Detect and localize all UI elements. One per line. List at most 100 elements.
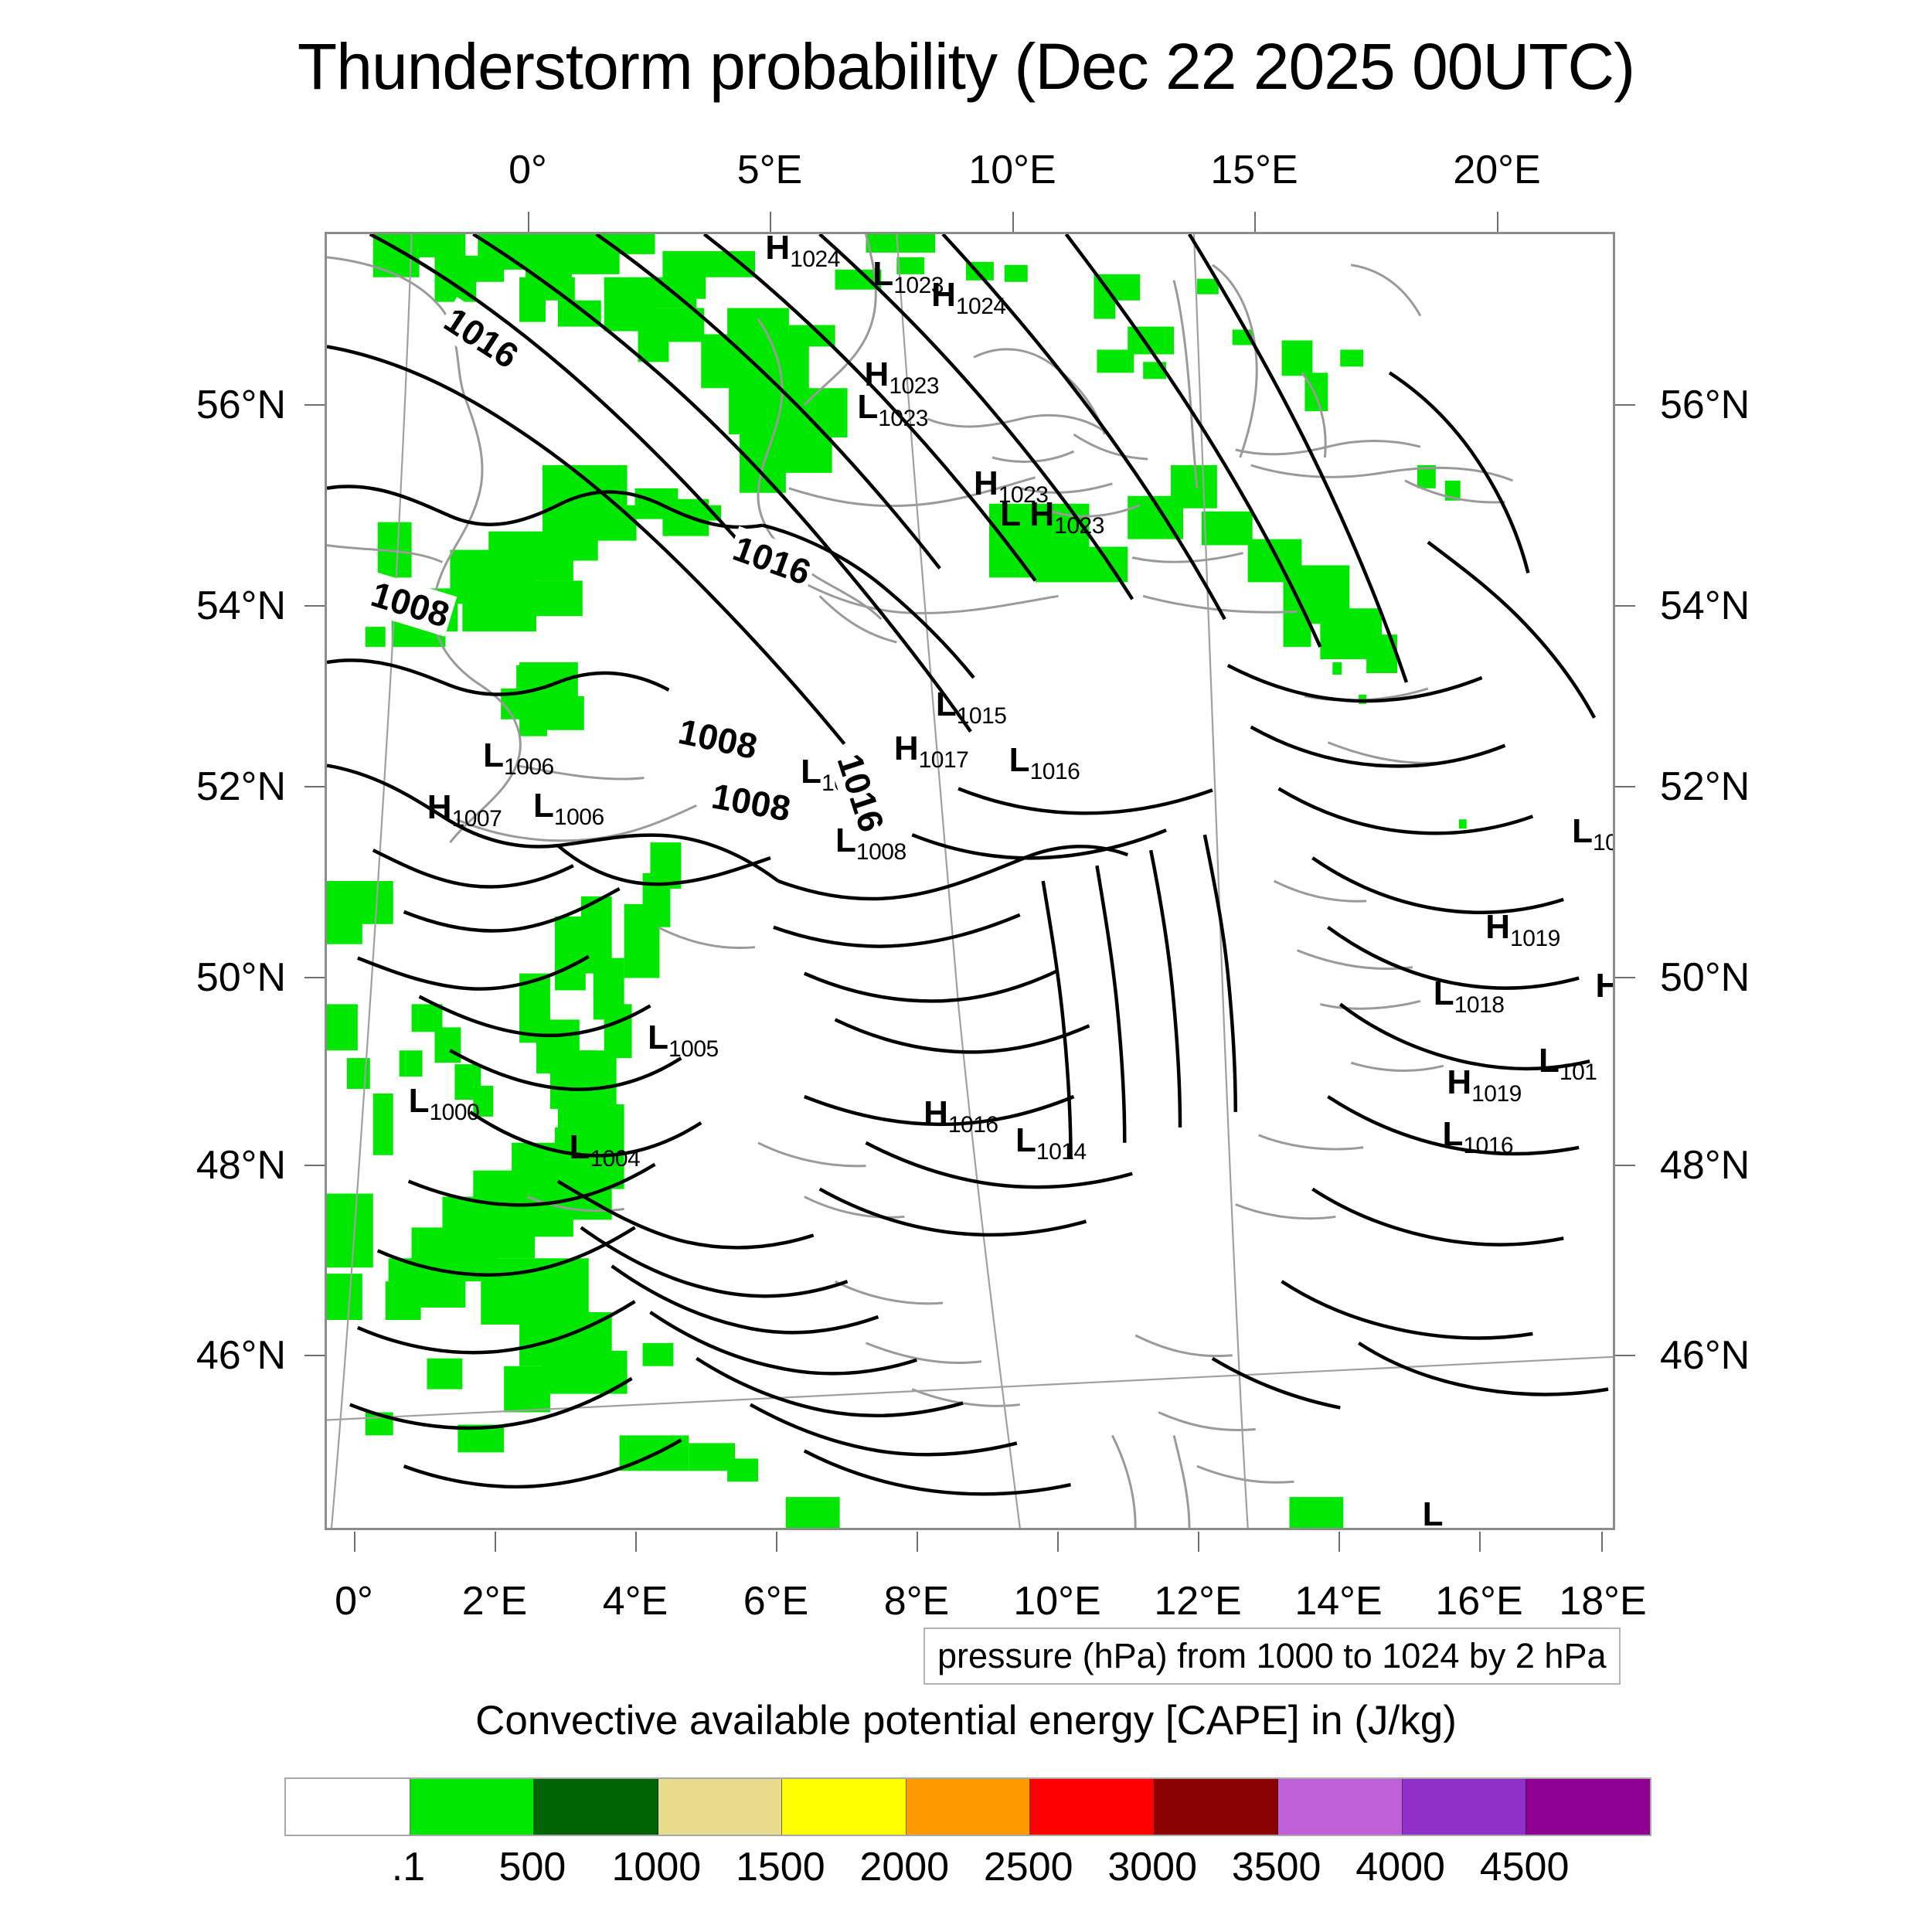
axis-label-right: 54°N [1660, 583, 1750, 628]
map-canvas [327, 234, 1613, 1528]
pressure-centre: L10 [1572, 812, 1613, 856]
colorbar-cell-6[interactable] [1030, 1779, 1155, 1835]
colorbar-tick-label: 2500 [983, 1845, 1073, 1889]
colorbar-cell-5[interactable] [906, 1779, 1031, 1835]
pressure-centre: H1017 [893, 730, 969, 774]
colorbar-tick-label: 500 [498, 1845, 566, 1889]
pressure-centre: H1016 [923, 1094, 998, 1138]
axis-label-right: 48°N [1660, 1143, 1750, 1188]
pressure-centre: H1024 [931, 275, 1006, 319]
colorbar-tick-label: 4500 [1479, 1845, 1570, 1889]
colorbar-cell-7[interactable] [1154, 1779, 1279, 1835]
axis-tick-left [304, 404, 325, 406]
colorbar-tick-label: 2000 [859, 1845, 950, 1889]
axis-tick-top [1497, 212, 1498, 232]
axis-label-right: 46°N [1660, 1333, 1750, 1378]
colorbar-cell-4[interactable] [782, 1779, 906, 1835]
axis-label-right: 56°N [1660, 383, 1750, 427]
pressure-centre: H [1595, 968, 1613, 1003]
pressure-centre: L1023 [857, 388, 928, 432]
axis-label-left: 46°N [196, 1333, 286, 1378]
axis-label-right: 50°N [1660, 955, 1750, 1000]
axis-label-bottom: 10°E [1013, 1579, 1101, 1624]
axis-tick-bottom [635, 1532, 637, 1552]
pressure-centre: L [1422, 1495, 1444, 1530]
axis-tick-left [304, 605, 325, 607]
pressure-centre: L1016 [1009, 741, 1080, 785]
axis-label-left: 48°N [196, 1143, 286, 1188]
axis-tick-bottom [917, 1532, 918, 1552]
axis-tick-left [304, 1165, 325, 1166]
axis-tick-right [1615, 404, 1635, 406]
pressure-centre: L H1023 [1000, 495, 1104, 539]
pressure-centre: L1006 [533, 786, 604, 830]
axis-tick-right [1615, 977, 1635, 978]
axis-tick-top [1254, 212, 1256, 232]
colorbar-cell-1[interactable] [410, 1779, 535, 1835]
colorbar-tick-label: 1500 [735, 1845, 825, 1889]
pressure-centre: L1006 [483, 736, 554, 780]
colorbar-cell-10[interactable] [1526, 1779, 1651, 1835]
axis-tick-right [1615, 1355, 1635, 1356]
pressure-legend-box: pressure (hPa) from 1000 to 1024 by 2 hP… [923, 1628, 1621, 1685]
axis-tick-bottom [1057, 1532, 1059, 1552]
pressure-centre: L1014 [1015, 1121, 1087, 1165]
axis-label-left: 54°N [196, 583, 286, 628]
axis-tick-top [770, 212, 771, 232]
colorbar-tick-label: .1 [391, 1845, 426, 1889]
cape-colorbar-labels: .1 500 1000 1500 2000 2500 3000 3500 4000 4500 [284, 1844, 1648, 1898]
axis-label-bottom: 4°E [602, 1579, 668, 1624]
colorbar-tick-label: 1000 [611, 1845, 702, 1889]
colorbar-tick-label: 3500 [1231, 1845, 1321, 1889]
pressure-centre: H1023 [973, 464, 1049, 509]
pressure-centre: L1018 [1433, 974, 1505, 1018]
pressure-centre: L1000 [408, 1081, 480, 1125]
axis-label-top: 15°E [1210, 148, 1298, 192]
axis-tick-bottom [495, 1532, 496, 1552]
page-title: Thunderstorm probability (Dec 22 2025 00… [297, 30, 1635, 103]
colorbar-cell-3[interactable] [658, 1779, 783, 1835]
axis-tick-right [1615, 1165, 1635, 1166]
axis-label-left: 52°N [196, 764, 286, 809]
axis-label-top: 10°E [968, 148, 1056, 192]
pressure-centre: L1004 [569, 1128, 641, 1172]
cape-colorbar[interactable] [284, 1777, 1651, 1836]
cape-caption: Convective available potential energy [C… [475, 1698, 1457, 1743]
axis-tick-top [528, 212, 529, 232]
pressure-centre: L1005 [648, 1018, 719, 1062]
colorbar-cell-0[interactable] [286, 1779, 410, 1835]
isobar-layer [327, 234, 1609, 1496]
pressure-centre: L1023 [872, 254, 944, 298]
axis-tick-right [1615, 786, 1635, 787]
axis-label-bottom: 16°E [1435, 1579, 1523, 1624]
axis-tick-bottom [1198, 1532, 1199, 1552]
cape-shading-layer [327, 234, 1467, 1528]
axis-label-bottom: 0° [335, 1579, 373, 1624]
pressure-centre: H1019 [1447, 1063, 1522, 1107]
axis-label-left: 50°N [196, 955, 286, 1000]
pressure-centre: L101 [1539, 1041, 1597, 1085]
axis-tick-left [304, 786, 325, 787]
axis-label-bottom: 14°E [1294, 1579, 1383, 1624]
axis-tick-left [304, 1355, 325, 1356]
pressure-centre: L1016 [1442, 1115, 1514, 1159]
axis-tick-bottom [354, 1532, 355, 1552]
colorbar-cell-9[interactable] [1402, 1779, 1527, 1835]
map-panel[interactable]: H1024 L1023 H1024 H1023 L1023 H1023 L H1… [325, 232, 1615, 1530]
axis-label-left: 56°N [196, 383, 286, 427]
pressure-centre: L1015 [935, 685, 1007, 730]
axis-tick-left [304, 977, 325, 978]
axis-tick-top [1012, 212, 1014, 232]
colorbar-cell-8[interactable] [1278, 1779, 1403, 1835]
pressure-centre: H1007 [427, 787, 502, 832]
axis-label-bottom: 6°E [743, 1579, 809, 1624]
pressure-centre: H1019 [1485, 908, 1560, 952]
pressure-centre: H1024 [765, 232, 840, 273]
axis-tick-bottom [1338, 1532, 1340, 1552]
axis-tick-bottom [1479, 1532, 1481, 1552]
colorbar-cell-2[interactable] [534, 1779, 658, 1835]
axis-label-right: 52°N [1660, 764, 1750, 809]
colorbar-tick-label: 3000 [1107, 1845, 1198, 1889]
axis-label-bottom: 18°E [1559, 1579, 1647, 1624]
